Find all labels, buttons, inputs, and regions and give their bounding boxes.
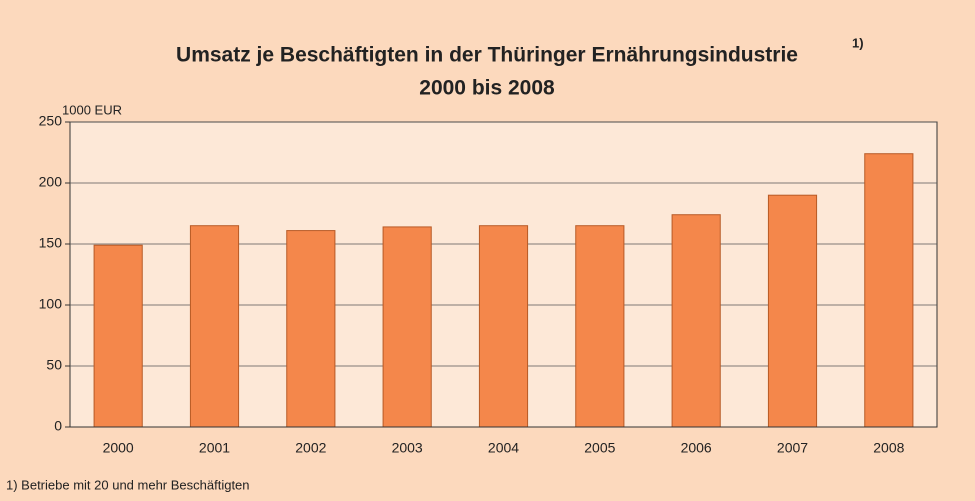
y-tick-label: 50 [46,357,62,373]
bar [478,225,529,428]
x-tick-label: 2001 [199,440,230,456]
x-tick-label: 2002 [295,440,326,456]
footnote: 1) Betriebe mit 20 und mehr Beschäftigte… [6,477,250,492]
y-axis-label: 1000 EUR [62,102,122,117]
bar [671,214,721,428]
bar [286,230,336,428]
y-tick-label: 250 [39,113,63,129]
bar [767,194,818,428]
bar [864,153,914,428]
title-note: 1) [852,35,864,50]
x-tick-label: 2000 [103,440,134,456]
bar [575,225,625,428]
x-tick-label: 2003 [392,440,423,456]
y-tick-label: 0 [54,418,62,434]
y-tick-label: 200 [39,174,63,190]
x-tick-label: 2004 [488,440,519,456]
y-tick-label: 150 [39,235,63,251]
x-tick-label: 2005 [584,440,615,456]
x-tick-label: 2008 [873,440,904,456]
y-tick-label: 100 [39,296,63,312]
bar [93,244,143,428]
chart-title: Umsatz je Beschäftigten in der Thüringer… [176,44,798,67]
x-tick-label: 2006 [681,440,712,456]
chart-subtitle: 2000 bis 2008 [419,77,555,100]
x-tick-label: 2007 [777,440,808,456]
bar [189,225,240,428]
bar [382,226,432,428]
